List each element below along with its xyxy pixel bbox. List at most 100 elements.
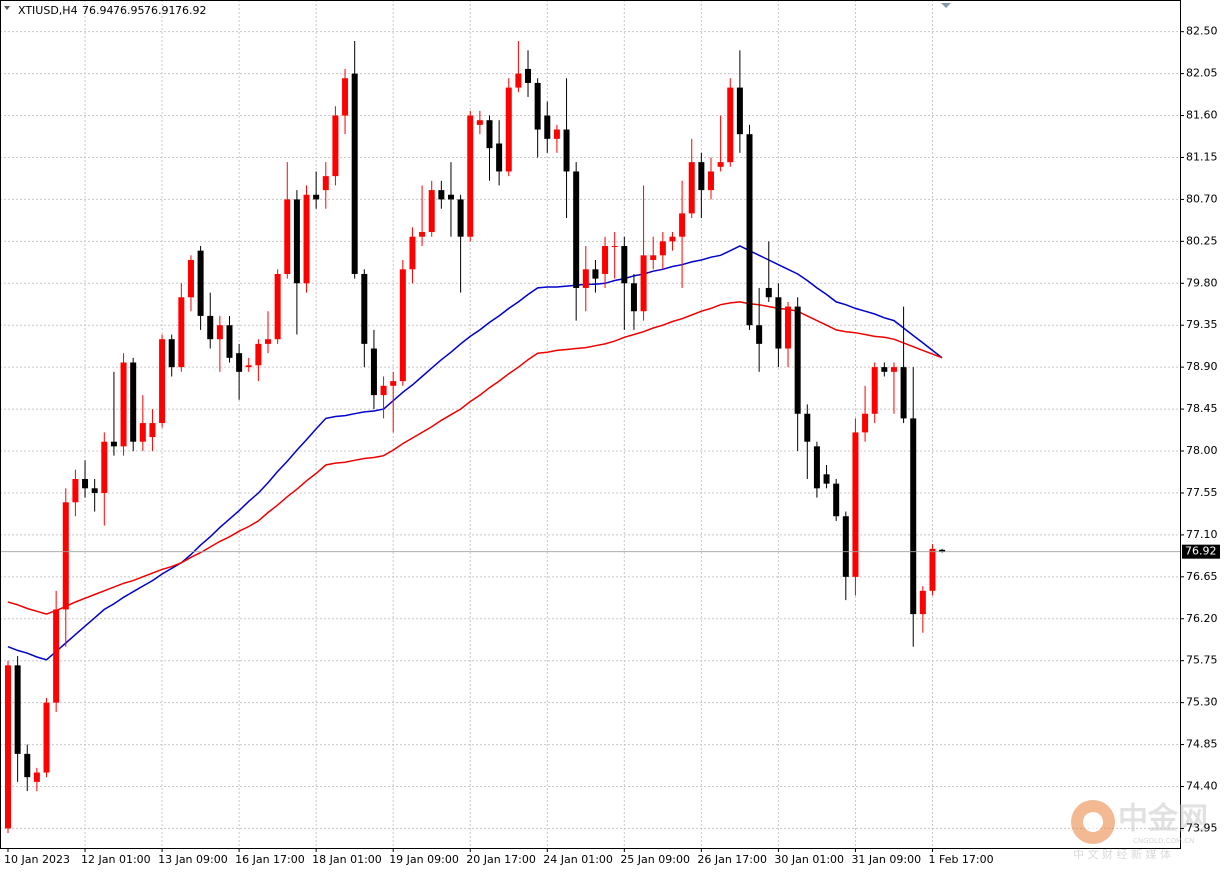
candle-body: [139, 423, 146, 442]
symbol: XTIUSD,H4: [18, 4, 78, 17]
candle-body: [332, 115, 339, 177]
y-tick-label: 75.30: [1186, 696, 1218, 709]
candle-body: [563, 129, 570, 172]
candle-body: [255, 343, 262, 366]
low-price: 76.91: [144, 4, 176, 17]
candle-body: [265, 339, 272, 344]
moving-average: [7, 245, 943, 661]
candle-body: [929, 548, 936, 591]
candle-body: [785, 306, 792, 349]
candle-body: [794, 306, 801, 414]
candle-body: [62, 502, 69, 610]
candle-body: [419, 232, 426, 237]
candle-body: [736, 87, 743, 135]
candle-body: [650, 255, 657, 260]
y-tick-label: 80.25: [1186, 234, 1218, 247]
candle-body: [756, 325, 763, 344]
plot: [0, 41, 1180, 834]
candle-body: [881, 367, 888, 372]
candle-body: [804, 413, 811, 442]
candle-body: [862, 413, 869, 433]
candle-body: [871, 367, 878, 414]
x-tick-label: 18 Jan 01:00: [312, 853, 382, 866]
candle-body: [486, 120, 493, 149]
candle-body: [82, 478, 89, 489]
candle-body: [553, 129, 560, 139]
candle-body: [919, 590, 926, 615]
x-tick-label: 12 Jan 01:00: [81, 853, 151, 866]
y-tick-label: 78.00: [1186, 444, 1218, 457]
candle-body: [746, 134, 753, 326]
candle-body: [399, 269, 406, 382]
candle-body: [775, 297, 782, 349]
candle-body: [582, 269, 589, 288]
candle-body: [679, 213, 686, 237]
candle-body: [544, 115, 551, 139]
candle-body: [284, 199, 291, 274]
candle-body: [322, 176, 329, 191]
price-label-box: [1182, 544, 1220, 559]
candle-body: [525, 68, 532, 83]
candle-body: [611, 246, 618, 248]
candle-body: [573, 171, 580, 288]
y-tick-label: 74.85: [1186, 738, 1218, 751]
candle-body: [659, 241, 666, 256]
watermark-title: 中金网: [1118, 802, 1208, 837]
x-tick-label: 19 Jan 09:00: [389, 853, 459, 866]
x-tick-label: 1 Feb 17:00: [928, 853, 993, 866]
candle-body: [101, 441, 108, 493]
candle-body: [5, 665, 11, 829]
candle-body: [457, 199, 464, 237]
candle-body: [409, 236, 416, 270]
candle-body: [428, 190, 435, 233]
candle-body: [24, 753, 31, 778]
candle-body: [245, 365, 252, 368]
candle-body: [236, 353, 243, 372]
open-price: 76.94: [82, 4, 114, 17]
x-tick-label: 13 Jan 09:00: [158, 853, 228, 866]
marker: [941, 3, 951, 8]
watermark-site: CNGOLD.COM.CN: [1133, 837, 1194, 845]
x-tick-label: 24 Jan 01:00: [543, 853, 613, 866]
candle-body: [910, 418, 917, 615]
candle-body: [370, 348, 377, 396]
candle-body: [833, 483, 840, 517]
candle-body: [303, 194, 310, 284]
y-tick-label: 77.10: [1186, 528, 1218, 541]
candle-body: [149, 423, 156, 438]
candle-body: [505, 87, 512, 172]
x-tick-label: 25 Jan 09:00: [620, 853, 690, 866]
candle-body: [33, 772, 40, 782]
candle-body: [380, 385, 387, 396]
y-tick-label: 82.05: [1186, 67, 1218, 80]
y-tick-label: 79.80: [1186, 276, 1218, 289]
candle-body: [640, 255, 647, 312]
y-tick-label: 78.90: [1186, 360, 1218, 373]
candle-body: [168, 339, 175, 368]
marker: [4, 6, 10, 10]
candle-body: [120, 362, 127, 447]
candle-body: [43, 702, 50, 773]
y-tick-label: 82.50: [1186, 25, 1218, 38]
watermark-slogan: 中 文 财 经 新 媒 体: [1073, 847, 1171, 861]
y-tick-label: 79.35: [1186, 318, 1218, 331]
candle-body: [110, 441, 117, 447]
candle-body: [178, 297, 185, 368]
candle-body: [939, 549, 946, 552]
candle-body: [274, 273, 281, 340]
candle-body: [890, 367, 897, 372]
y-tick-label: 73.95: [1186, 821, 1218, 834]
candle-body: [130, 362, 137, 442]
candle-body: [216, 325, 223, 340]
y-tick-label: 81.15: [1186, 150, 1218, 163]
candle-body: [390, 381, 397, 386]
candle-body: [72, 478, 79, 503]
x-tick-label: 26 Jan 17:00: [697, 853, 767, 866]
candle-body: [91, 488, 98, 493]
candle-body: [342, 78, 349, 116]
candle-body: [813, 446, 820, 489]
candle-body: [159, 339, 166, 424]
candle-body: [602, 246, 609, 274]
candle-body: [361, 273, 368, 344]
